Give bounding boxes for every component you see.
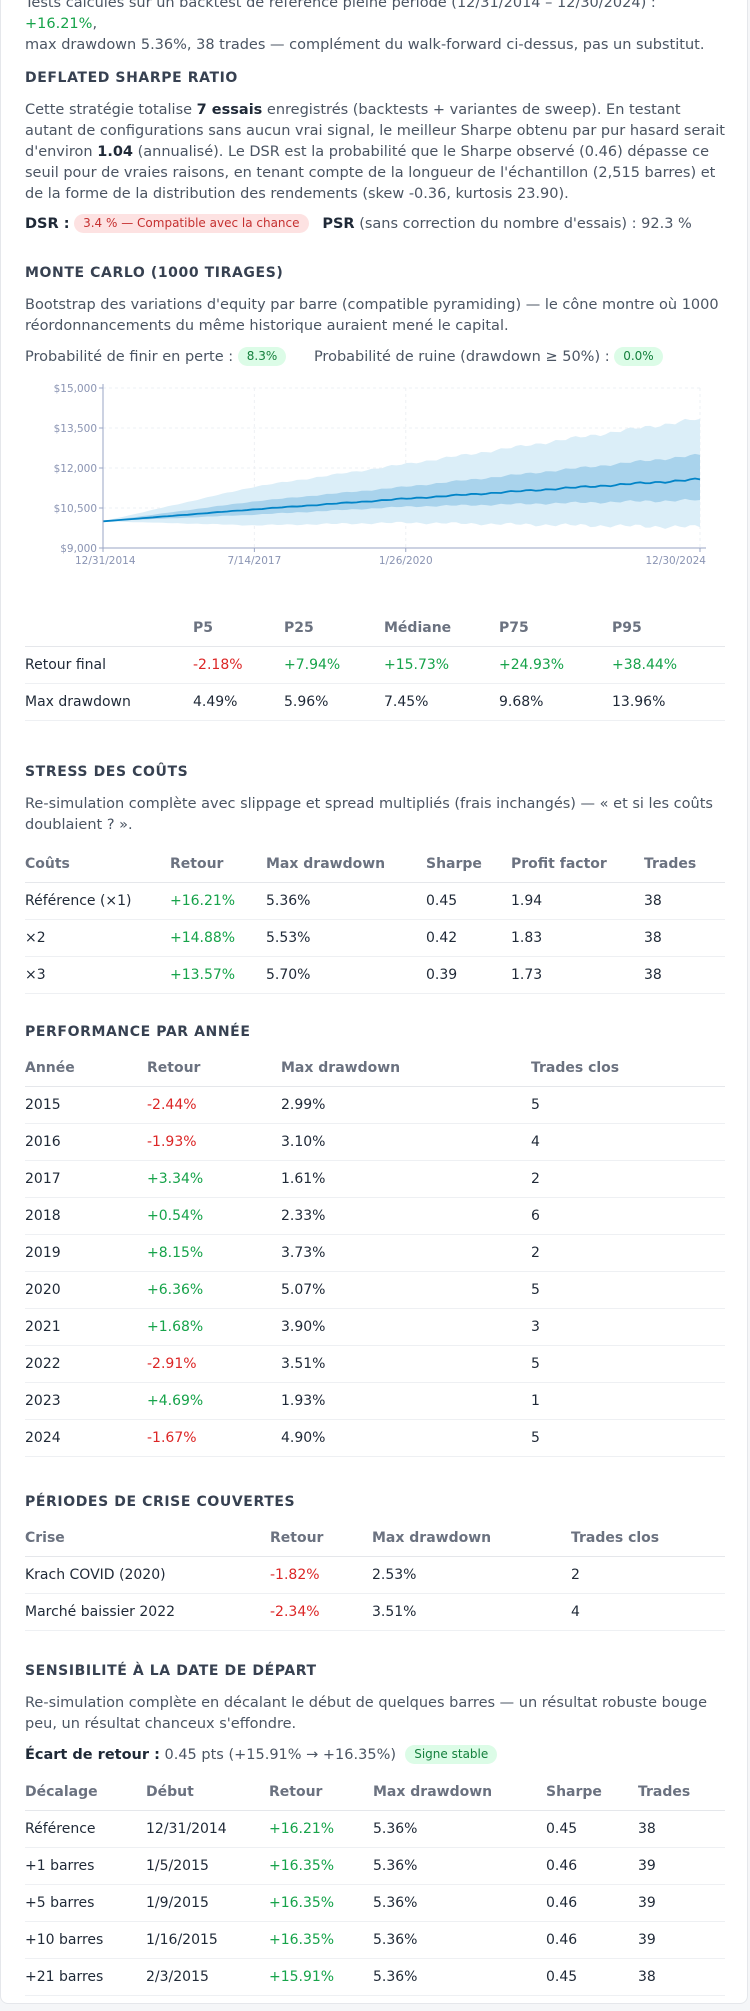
monte-carlo-table: P5 P25 Médiane P75 P95 Retour final -2.1… bbox=[25, 610, 725, 721]
table-header-row: Décalage Début Retour Max drawdown Sharp… bbox=[25, 1774, 725, 1811]
loss-prob-badge: 8.3% bbox=[237, 347, 287, 366]
intro-line1-prefix: Tests calculés sur un backtest de référe… bbox=[25, 0, 656, 11]
stable-sign-badge: Signe stable bbox=[405, 1745, 498, 1764]
table-row: Marché baissier 2022 -2.34% 3.51% 4 bbox=[25, 1593, 725, 1631]
table-row: Max drawdown 4.49% 5.96% 7.45% 9.68% 13.… bbox=[25, 683, 725, 721]
dsr-label: DSR : bbox=[25, 216, 70, 232]
psr-label: PSR bbox=[322, 216, 355, 232]
table-header-row: Crise Retour Max drawdown Trades clos bbox=[25, 1520, 725, 1557]
return-gap-label: Écart de retour : bbox=[25, 1747, 160, 1763]
table-header-row: Année Retour Max drawdown Trades clos bbox=[25, 1050, 725, 1087]
table-row: +5 barres 1/9/2015 +16.35% 5.36% 0.46 39 bbox=[25, 1884, 725, 1922]
sensitivity-description: Re-simulation complète en décalant le dé… bbox=[25, 1695, 708, 1732]
table-row: 2023 +4.69% 1.93% 1 bbox=[25, 1382, 725, 1420]
y-tick-label: $15,000 bbox=[54, 383, 97, 395]
monte-carlo-table-wrap: P5 P25 Médiane P75 P95 Retour final -2.1… bbox=[25, 610, 725, 721]
table-row: ×3 +13.57% 5.70% 0.39 1.73 38 bbox=[25, 956, 725, 994]
dsr-description: Cette stratégie totalise 7 essais enregi… bbox=[25, 102, 725, 202]
table-row: Référence 12/31/2014 +16.21% 5.36% 0.45 38 bbox=[25, 1810, 725, 1848]
table-row: +1 barres 1/5/2015 +16.35% 5.36% 0.46 39 bbox=[25, 1847, 725, 1885]
table-row: +10 barres 1/16/2015 +16.35% 5.36% 0.46 39 bbox=[25, 1921, 725, 1959]
y-tick-label: $12,000 bbox=[54, 463, 97, 475]
intro-return: +16.21% bbox=[25, 16, 93, 32]
monte-carlo-section: MONTE CARLO (1000 TIRAGES) Bootstrap des… bbox=[25, 265, 725, 366]
table-row: 2022 -2.91% 3.51% 5 bbox=[25, 1345, 725, 1383]
psr-text: (sans correction du nombre d'essais) : 9… bbox=[354, 216, 692, 232]
table-row: Référence (×1) +16.21% 5.36% 0.45 1.94 38 bbox=[25, 882, 725, 920]
x-tick-label: 1/26/2020 bbox=[379, 555, 433, 567]
stress-title: STRESS DES COÛTS bbox=[25, 764, 189, 780]
y-tick-label: $10,500 bbox=[54, 503, 97, 515]
crises-section: PÉRIODES DE CRISE COUVERTES Crise Retour… bbox=[25, 1494, 725, 1631]
yearly-title: PERFORMANCE PAR ANNÉE bbox=[25, 1024, 251, 1040]
monte-carlo-description: Bootstrap des variations d'equity par ba… bbox=[25, 297, 719, 334]
table-row: 2017 +3.34% 1.61% 2 bbox=[25, 1160, 725, 1198]
x-tick-label: 12/30/2024 bbox=[645, 555, 706, 567]
dsr-section: DEFLATED SHARPE RATIO Cette stratégie to… bbox=[25, 70, 725, 233]
table-row: +21 barres 2/3/2015 +15.91% 5.36% 0.45 38 bbox=[25, 1958, 725, 1996]
stress-table: Coûts Retour Max drawdown Sharpe Profit … bbox=[25, 846, 725, 994]
crises-table: Crise Retour Max drawdown Trades clos Kr… bbox=[25, 1520, 725, 1631]
x-tick-label: 7/14/2017 bbox=[227, 555, 281, 567]
table-row: 2024 -1.67% 4.90% 5 bbox=[25, 1419, 725, 1457]
y-tick-label: $9,000 bbox=[60, 543, 97, 555]
monte-carlo-chart: $9,000 $10,500 $12,000 $13,500 $15,000 12/31/… bbox=[25, 376, 725, 581]
sensitivity-title: SENSIBILITÉ À LA DATE DE DÉPART bbox=[25, 1663, 317, 1679]
dsr-trials: 7 essais bbox=[196, 102, 263, 118]
sensitivity-table: Décalage Début Retour Max drawdown Sharp… bbox=[25, 1774, 725, 1996]
monte-carlo-cone-chart: $9,000 $10,500 $12,000 $13,500 $15,000 12/31/… bbox=[54, 383, 707, 567]
y-tick-label: $13,500 bbox=[54, 423, 97, 435]
median-line bbox=[102, 477, 701, 523]
stress-section: STRESS DES COÛTS Re-simulation complète … bbox=[25, 764, 725, 994]
dsr-result-row: DSR : 3.4 % — Compatible avec la chance … bbox=[25, 214, 725, 233]
return-gap-row: Écart de retour : 0.45 pts (+15.91% → +1… bbox=[25, 1745, 725, 1764]
dsr-title: DEFLATED SHARPE RATIO bbox=[25, 70, 238, 86]
x-tick-label: 12/31/2014 bbox=[75, 555, 136, 567]
dsr-badge: 3.4 % — Compatible avec la chance bbox=[74, 214, 309, 233]
table-row: 2016 -1.93% 3.10% 4 bbox=[25, 1123, 725, 1161]
table-row: Retour final -2.18% +7.94% +15.73% +24.9… bbox=[25, 646, 725, 684]
yearly-section: PERFORMANCE PAR ANNÉE Année Retour Max d… bbox=[25, 1024, 725, 1457]
table-header-row: Coûts Retour Max drawdown Sharpe Profit … bbox=[25, 846, 725, 883]
table-header-row: P5 P25 Médiane P75 P95 bbox=[25, 610, 725, 647]
table-row: 2015 -2.44% 2.99% 5 bbox=[25, 1086, 725, 1124]
ruin-prob-badge: 0.0% bbox=[614, 347, 663, 366]
table-row: 2020 +6.36% 5.07% 5 bbox=[25, 1271, 725, 1309]
p25-p75-band bbox=[103, 453, 700, 522]
table-row: 2018 +0.54% 2.33% 6 bbox=[25, 1197, 725, 1235]
ruin-prob-label: Probabilité de ruine (drawdown ≥ 50%) : bbox=[313, 349, 610, 365]
dsr-threshold: 1.04 bbox=[97, 144, 134, 160]
monte-carlo-probabilities: Probabilité de finir en perte : 8.3% Pro… bbox=[25, 347, 725, 366]
sensitivity-section: SENSIBILITÉ À LA DATE DE DÉPART Re-simul… bbox=[25, 1663, 725, 1996]
table-row: Krach COVID (2020) -1.82% 2.53% 2 bbox=[25, 1556, 725, 1594]
loss-prob-label: Probabilité de finir en perte : bbox=[25, 349, 234, 365]
return-gap-value: 0.45 pts (+15.91% → +16.35%) bbox=[159, 1747, 397, 1763]
stress-description: Re-simulation complète avec slippage et … bbox=[25, 796, 713, 833]
table-row: ×2 +14.88% 5.53% 0.42 1.83 38 bbox=[25, 919, 725, 957]
yearly-table: Année Retour Max drawdown Trades clos 20… bbox=[25, 1050, 725, 1457]
monte-carlo-title: MONTE CARLO (1000 TIRAGES) bbox=[25, 265, 284, 281]
crises-title: PÉRIODES DE CRISE COUVERTES bbox=[25, 1494, 296, 1510]
intro-sep: , bbox=[92, 16, 98, 32]
intro-line2: max drawdown 5.36%, 38 trades — compléme… bbox=[25, 37, 705, 53]
intro-text: Tests calculés sur un backtest de référe… bbox=[25, 0, 725, 56]
table-row: 2019 +8.15% 3.73% 2 bbox=[25, 1234, 725, 1272]
table-row: 2021 +1.68% 3.90% 3 bbox=[25, 1308, 725, 1346]
